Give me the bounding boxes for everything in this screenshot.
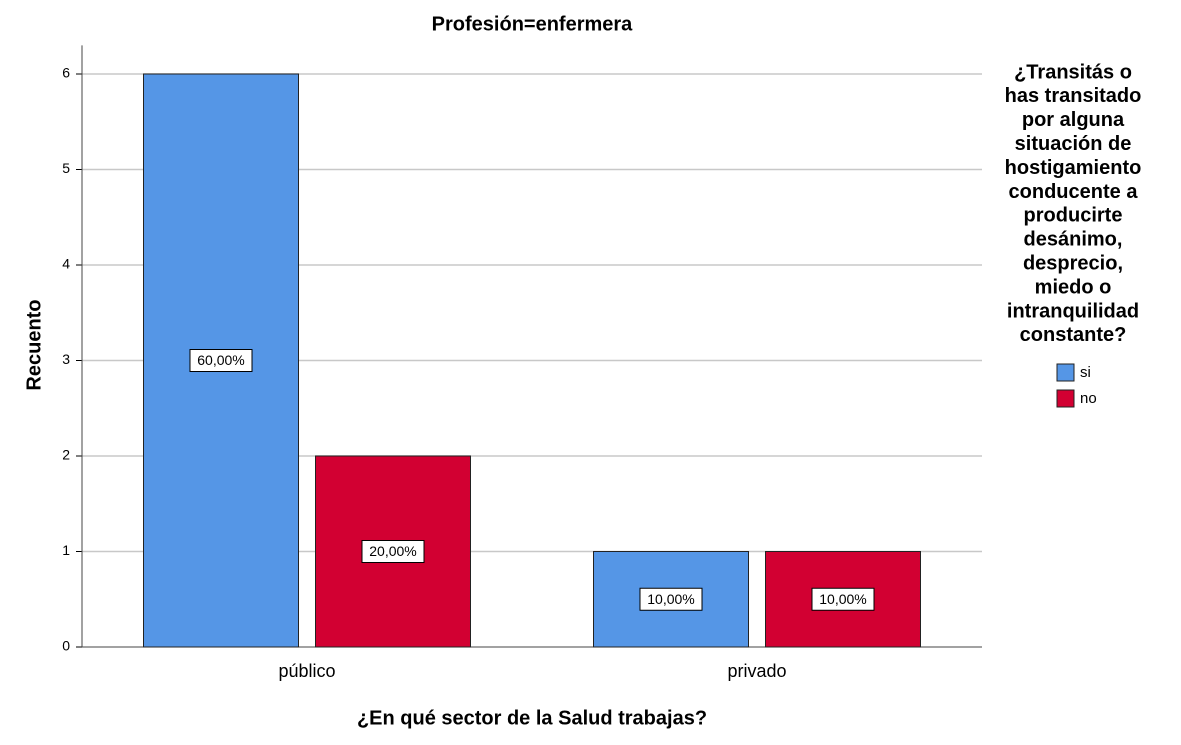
- legend-title: miedo o: [1035, 276, 1112, 298]
- value-label: 10,00%: [647, 591, 694, 607]
- x-tick-label: público: [278, 661, 335, 681]
- y-axis-title: Recuento: [23, 299, 45, 390]
- value-label-box: [361, 540, 425, 563]
- value-label-box: [639, 587, 703, 611]
- x-axis-title: ¿En qué sector de la Salud trabajas?: [357, 707, 707, 729]
- legend-label: si: [1080, 364, 1091, 381]
- chart-title: Profesión=enfermera: [432, 13, 634, 35]
- y-tick-label: 2: [62, 447, 70, 463]
- legend-title: intranquilidad: [1007, 300, 1139, 322]
- legend-label: no: [1080, 390, 1097, 407]
- legend-swatch: [1056, 363, 1075, 382]
- y-tick-label: 5: [62, 160, 70, 176]
- y-tick-label: 3: [62, 351, 70, 367]
- legend-title: desánimo,: [1024, 229, 1123, 251]
- legend-title: has transitado: [1005, 85, 1142, 107]
- legend-swatch: [1056, 389, 1075, 408]
- legend-title: conducente a: [1009, 181, 1139, 203]
- value-label: 60,00%: [197, 352, 244, 368]
- y-tick-label: 0: [62, 638, 70, 654]
- legend-title: constante?: [1020, 324, 1127, 346]
- legend-title: ¿Transitás o: [1014, 61, 1132, 83]
- x-tick-label: privado: [727, 661, 786, 681]
- legend-title: producirte: [1024, 205, 1123, 227]
- y-tick-label: 1: [62, 542, 70, 558]
- legend-title: situación de: [1015, 133, 1132, 155]
- value-label: 20,00%: [369, 543, 416, 559]
- y-tick-label: 4: [62, 256, 70, 272]
- legend-title: por alguna: [1022, 109, 1125, 131]
- value-label-box: [811, 587, 875, 611]
- value-label: 10,00%: [819, 591, 866, 607]
- y-tick-label: 6: [62, 65, 70, 81]
- value-label-box: [189, 349, 253, 372]
- legend-title: desprecio,: [1023, 252, 1123, 274]
- legend-title: hostigamiento: [1005, 157, 1142, 179]
